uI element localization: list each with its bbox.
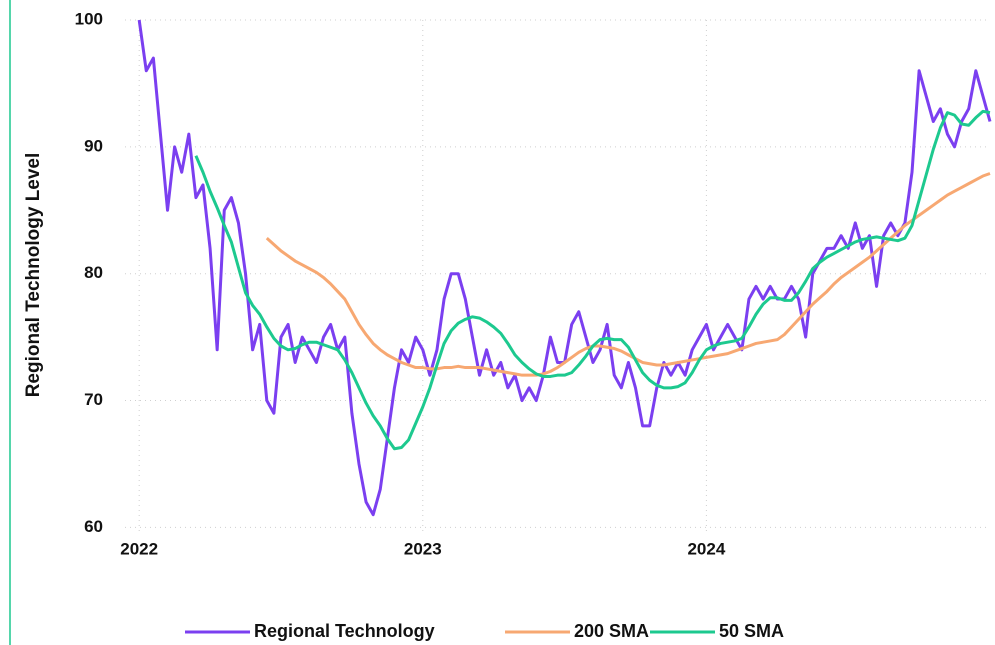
y-tick-label: 100 <box>75 9 103 28</box>
x-tick-label: 2023 <box>404 539 442 558</box>
y-tick-label: 60 <box>84 517 103 536</box>
legend-label: 50 SMA <box>719 621 784 641</box>
legend-label: Regional Technology <box>254 621 435 641</box>
x-tick-label: 2024 <box>687 539 725 558</box>
y-axis-label: Regional Technology Level <box>23 153 44 398</box>
x-tick-label: 2022 <box>120 539 158 558</box>
series-line <box>265 172 991 377</box>
y-tick-label: 90 <box>84 136 103 155</box>
legend-label: 200 SMA <box>574 621 649 641</box>
series-line <box>137 19 992 517</box>
y-tick-label: 80 <box>84 263 103 282</box>
series-line <box>194 109 991 451</box>
y-tick-label: 70 <box>84 390 103 409</box>
